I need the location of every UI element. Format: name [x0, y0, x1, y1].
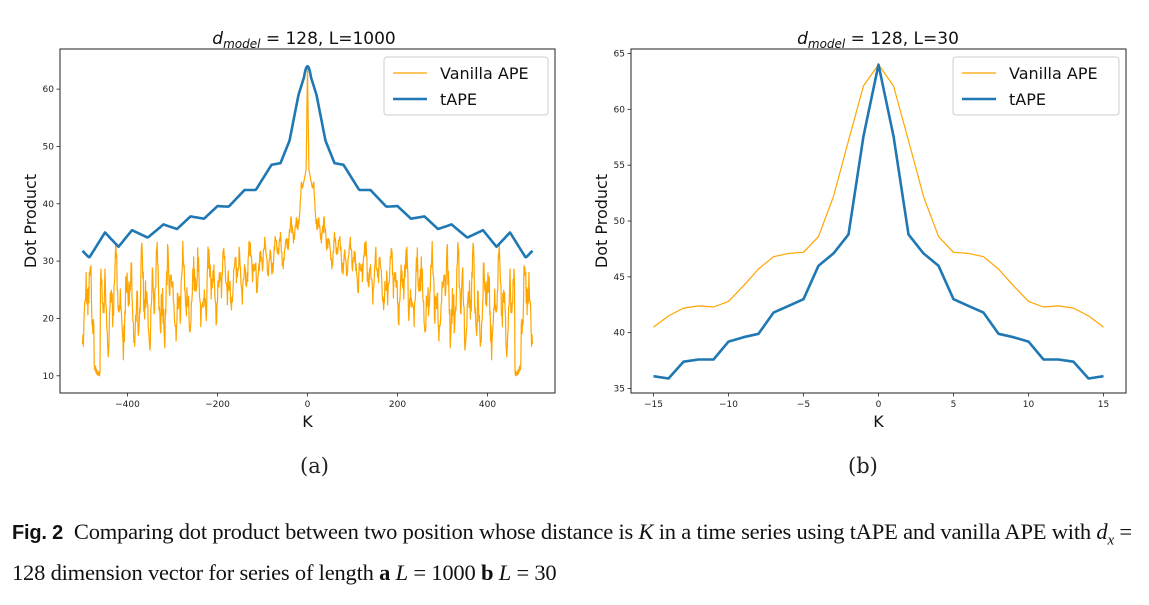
y-tick-label: 45 — [614, 273, 625, 283]
x-tick-label: −5 — [797, 400, 810, 410]
x-tick-label: 15 — [1098, 400, 1109, 410]
y-tick-label: 60 — [614, 105, 626, 115]
legend-box — [383, 56, 549, 116]
y-tick-label: 55 — [614, 161, 625, 171]
x-tick-label: 0 — [876, 400, 882, 410]
plot-area — [653, 63, 1104, 380]
caption-var-l-a: L — [395, 559, 409, 585]
x-tick-label: −200 — [205, 400, 230, 410]
caption-value-a: = 1000 — [407, 559, 481, 585]
legend-label-tape: tAPE — [1009, 90, 1046, 109]
y-tick-label: 35 — [614, 385, 625, 395]
x-axis-label: K — [302, 412, 313, 431]
x-tick-label: −400 — [115, 400, 140, 410]
figure-charts: dmodel = 128, L=1000−400 −200 0 200 40010203… — [21, 29, 1127, 431]
x-tick-label: 10 — [1023, 400, 1035, 410]
caption-value-b: = 30 — [511, 559, 557, 585]
y-tick-label: 50 — [614, 217, 626, 227]
y-tick-label: 65 — [614, 49, 625, 59]
legend: Vanilla APE tAPE — [383, 56, 549, 116]
y-axis-label: Dot Product — [592, 174, 611, 268]
y-tick-label: 40 — [614, 329, 626, 339]
caption-label-a: a — [379, 559, 391, 585]
x-tick-label: 200 — [389, 400, 406, 410]
caption-var-l-b: L — [498, 559, 512, 585]
y-tick-label: 50 — [43, 142, 55, 152]
y-tick-label: 60 — [43, 85, 55, 95]
legend-box — [952, 56, 1120, 116]
x-axis-label: K — [873, 412, 884, 431]
plot-area — [81, 64, 534, 377]
series-line-tape — [81, 64, 534, 259]
y-tick-label: 40 — [43, 200, 55, 210]
chart-a: dmodel = 128, L=1000 −400 −200 0 200 400 10 20 3… — [21, 29, 556, 431]
caption-text-3: = 128 dimension vector for series of len… — [12, 519, 1132, 585]
subfigure-label-b: (b) — [848, 454, 878, 478]
x-tick-label: 5 — [951, 400, 957, 410]
legend-label-vanilla-ape: Vanilla APE — [440, 64, 529, 83]
figure-number: Fig. 2 — [12, 522, 64, 544]
legend: Vanilla APE tAPE — [952, 56, 1120, 116]
chart-b: dmodel = 128, L=30 −15 −10 −5 0 5 10 15 35 40 45 50… — [592, 29, 1127, 431]
y-axis-label: Dot Product — [21, 174, 40, 268]
x-tick-label: −10 — [719, 400, 738, 410]
caption-var-k: K — [638, 519, 654, 544]
caption-text-2: in a time series using tAPE and vanilla … — [653, 519, 1097, 544]
subfigure-label-a: (a) — [300, 454, 329, 478]
legend-label-vanilla-ape: Vanilla APE — [1009, 64, 1098, 83]
chart-title: dmodel = 128, L=30 — [797, 29, 959, 51]
series-line-tape — [653, 63, 1104, 380]
y-tick-label: 10 — [43, 372, 55, 382]
y-tick-label: 20 — [43, 314, 55, 324]
x-tick-label: 400 — [479, 400, 496, 410]
x-tick-label: 0 — [305, 400, 311, 410]
x-tick-label: −15 — [644, 400, 663, 410]
y-tick-label: 30 — [43, 257, 55, 267]
caption-text-1: Comparing dot product between two positi… — [73, 519, 639, 544]
caption-var-d-sub: x — [1107, 532, 1114, 549]
caption-var-d: d — [1096, 519, 1108, 544]
caption-label-b: b — [480, 559, 494, 585]
chart-title: dmodel = 128, L=1000 — [212, 29, 395, 51]
legend-label-tape: tAPE — [440, 90, 477, 109]
figure-caption: Fig. 2 Comparing dot product between two… — [12, 516, 1142, 588]
